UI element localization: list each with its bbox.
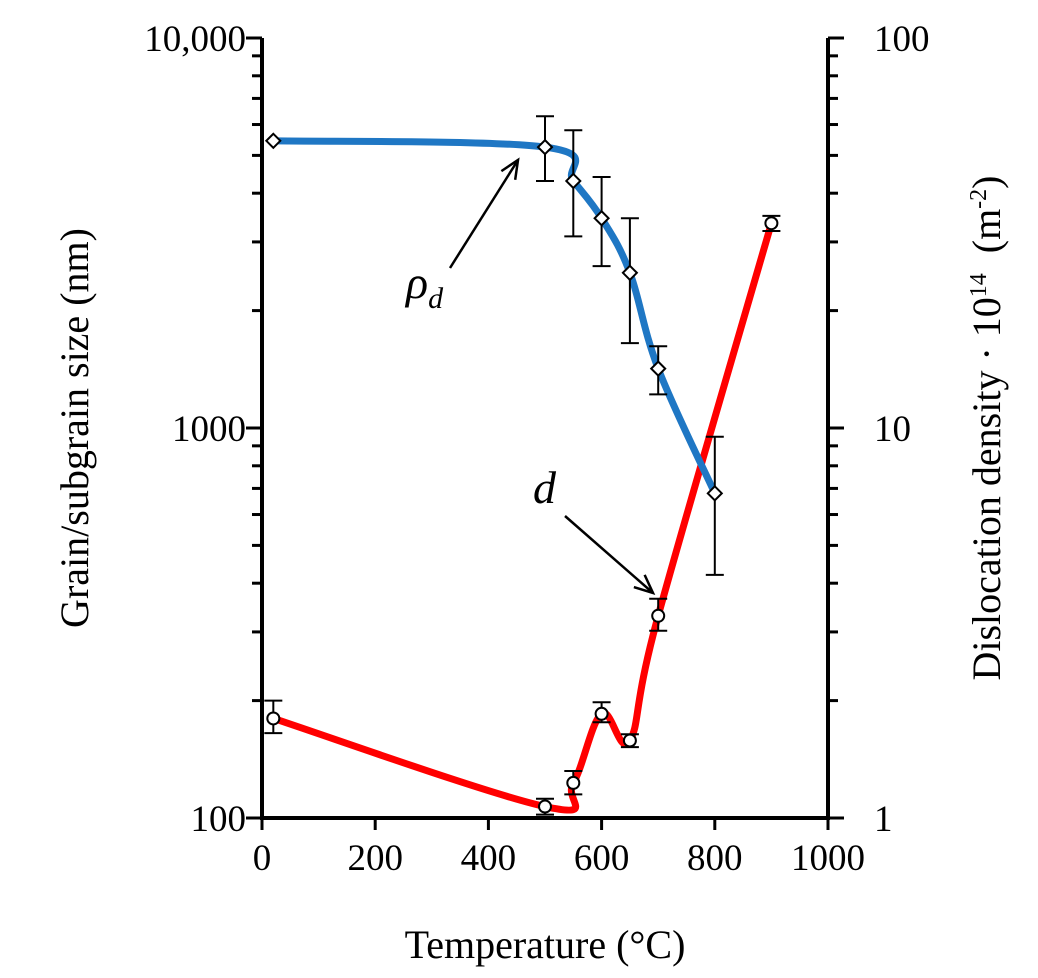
- annotation-d: d: [533, 462, 557, 513]
- x-tick-label: 800: [687, 838, 743, 879]
- series-d-line: [269, 219, 775, 814]
- y-left-tick-label: 100: [191, 799, 247, 840]
- annotation-d-arrow-head: [633, 574, 656, 596]
- x-tick-label: 400: [461, 838, 517, 879]
- annotation-rho-arrow-head: [500, 157, 520, 180]
- annotation-rho-d: ρd: [404, 257, 444, 315]
- axes: 0 200 400 600 800 1000 100 1000 10,000 1 10 100: [144, 19, 929, 879]
- y-right-tick-label: 100: [874, 19, 930, 60]
- annotation-d-arrow: [564, 515, 654, 594]
- data-point-rho: [593, 209, 611, 227]
- data-point-d: [266, 711, 281, 726]
- y-right-tick-label: 1: [874, 799, 893, 840]
- x-axis-title: Temperature (°C): [405, 922, 686, 967]
- data-point-d: [566, 775, 581, 790]
- data-point-rho: [649, 360, 667, 378]
- y-right-title-unit-open: (m: [964, 209, 1009, 273]
- y-left-tick-label: 1000: [172, 409, 246, 450]
- y-right-title-unit-close: ): [964, 175, 1009, 188]
- series-rho-line: [269, 137, 719, 497]
- x-tick-label: 200: [347, 838, 403, 879]
- y-right-title-unit-exponent: -2: [966, 189, 992, 209]
- data-point-d: [764, 216, 779, 231]
- y-right-axis-title: Dislocation density · 1014 (m-2): [964, 175, 1009, 680]
- annotation-rho-arrow: [448, 159, 520, 269]
- x-tick-label: 600: [574, 838, 630, 879]
- data-point-rho: [564, 172, 582, 190]
- y-right-tick-label: 10: [874, 409, 911, 450]
- data-point-rho: [621, 264, 639, 282]
- labels-layer: Temperature (°C) Grain/subgrain size (nm…: [52, 175, 1009, 967]
- x-tick-label: 0: [253, 838, 272, 879]
- y-right-title-prefix: Dislocation density · 10: [964, 297, 1009, 680]
- y-right-title-exponent: 14: [966, 273, 992, 297]
- data-point-rho: [264, 132, 282, 150]
- data-point-rho: [536, 138, 554, 156]
- data-point-d: [622, 733, 637, 748]
- y-left-tick-label: 10,000: [144, 19, 246, 60]
- data-point-rho: [706, 484, 724, 502]
- x-tick-label: 1000: [791, 838, 865, 879]
- data-point-d: [538, 799, 552, 814]
- series-layer: [264, 115, 781, 816]
- data-point-d: [651, 608, 666, 623]
- annotation-rho-symbol: ρ: [404, 257, 428, 308]
- data-point-d: [594, 706, 609, 721]
- annotation-rho-subscript: d: [428, 282, 444, 315]
- y-left-axis-title: Grain/subgrain size (nm): [52, 228, 97, 628]
